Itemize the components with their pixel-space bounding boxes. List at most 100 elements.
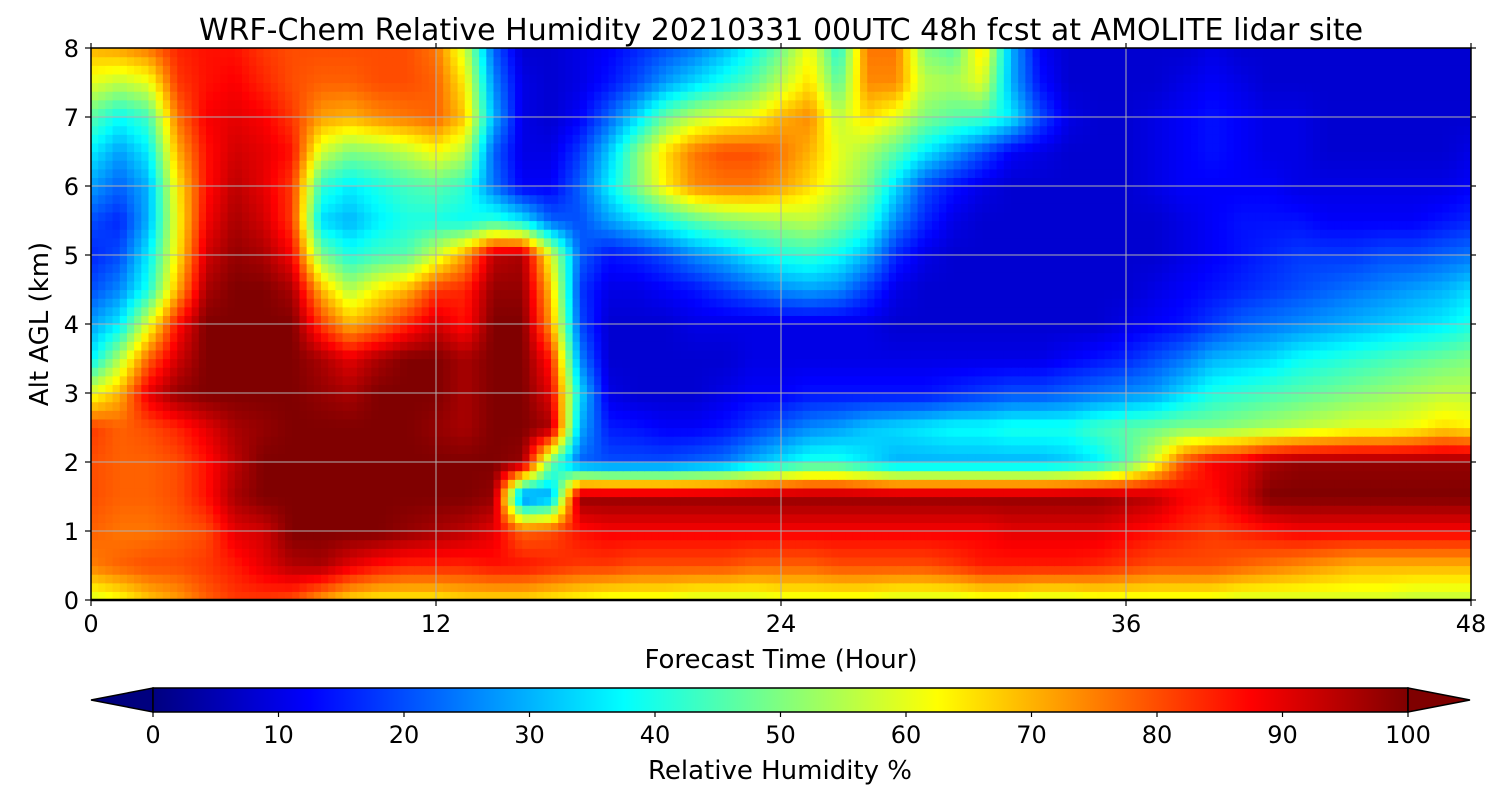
heatmap-cell [1082,539,1091,549]
heatmap-cell [1327,539,1336,549]
heatmap-cell [1061,496,1070,506]
heatmap-cell [802,462,811,472]
heatmap-cell [134,487,142,498]
heatmap-cell [364,487,372,498]
heatmap-cell [694,462,703,472]
heatmap-cell [1176,531,1185,541]
heatmap-cell [1018,410,1026,420]
heatmap-cell [687,427,696,437]
heatmap-cell [788,582,796,592]
heatmap-cell [903,582,911,592]
heatmap-cell [1312,418,1321,429]
heatmap-cell [838,375,847,385]
heatmap-cell [701,487,710,498]
heatmap-cell [1420,531,1429,541]
heatmap-cell [1090,487,1098,498]
heatmap-cell [694,591,703,600]
heatmap-cell [1248,470,1256,480]
heatmap-cell [953,427,962,437]
heatmap-cell [1197,531,1206,541]
heatmap-cell [666,496,674,506]
heatmap-cell [1399,591,1407,600]
heatmap-cell [622,487,631,498]
heatmap-cell [1104,531,1113,541]
heatmap-cell [831,418,840,429]
heatmap-cell [306,410,315,420]
heatmap-cell [888,496,897,506]
heatmap-cell [737,531,746,541]
heatmap-cell [1197,436,1206,446]
heatmap-cell [1226,444,1235,454]
heatmap-cell [1190,565,1199,575]
heatmap-cell [364,505,372,515]
heatmap-cell [658,375,667,385]
heatmap-cell [572,591,581,600]
heatmap-cell [1334,436,1343,446]
heatmap-cell [572,548,581,558]
heatmap-cell [673,393,681,403]
heatmap-cell [989,556,998,567]
heatmap-cell [220,505,229,515]
heatmap-cell [1039,548,1048,558]
heatmap-cell [112,574,121,584]
heatmap-cell [1420,513,1429,523]
heatmap-cell [1370,574,1379,584]
heatmap-cell [816,548,825,558]
heatmap-cell [1097,462,1106,472]
heatmap-cell [1212,539,1221,549]
heatmap-cell [378,410,387,420]
heatmap-cell [903,513,911,523]
heatmap-cell [428,582,437,592]
heatmap-cell [522,462,531,472]
heatmap-cell [1054,462,1062,472]
heatmap-cell [1312,582,1321,592]
heatmap-cell [335,539,344,549]
heatmap-cell [1312,487,1321,498]
heatmap-cell [982,384,991,394]
heatmap-cell [896,522,904,532]
heatmap-cell [896,436,904,446]
heatmap-cell [277,539,286,549]
heatmap-cell [249,436,257,446]
heatmap-cell [1039,487,1048,498]
heatmap-cell [989,591,998,600]
heatmap-cell [651,427,660,437]
heatmap-cell [1370,418,1379,429]
heatmap-cell [356,565,365,575]
heatmap-cell [1269,418,1278,429]
heatmap-cell [1370,479,1379,489]
heatmap-cell [1140,513,1149,523]
heatmap-cell [464,574,473,584]
heatmap-cell [903,539,911,549]
heatmap-cell [1054,393,1062,403]
heatmap-cell [953,531,962,541]
heatmap-cell [170,548,178,558]
heatmap-cell [1327,384,1336,394]
heatmap-cell [91,418,99,429]
heatmap-cell [479,487,487,498]
heatmap-cell [874,574,883,584]
heatmap-cell [263,556,272,567]
heatmap-cell [752,410,761,420]
heatmap-cell [134,393,142,403]
heatmap-cell [1126,531,1134,541]
heatmap-cell [529,410,538,420]
heatmap-cell [1233,522,1242,532]
heatmap-cell [1384,582,1393,592]
heatmap-cell [1190,531,1199,541]
heatmap-cell [558,487,566,498]
heatmap-cell [428,591,437,600]
heatmap-cell [565,591,574,600]
heatmap-cell [630,513,638,523]
heatmap-cell [745,505,753,515]
heatmap-cell [1104,462,1113,472]
heatmap-cell [1363,393,1371,403]
heatmap-cell [673,427,681,437]
heatmap-cell [816,375,825,385]
heatmap-cell [349,513,358,523]
heatmap-cell [1054,384,1062,394]
heatmap-cell [479,393,487,403]
heatmap-cell [601,453,610,463]
heatmap-cell [536,384,545,394]
heatmap-cell [522,427,531,437]
